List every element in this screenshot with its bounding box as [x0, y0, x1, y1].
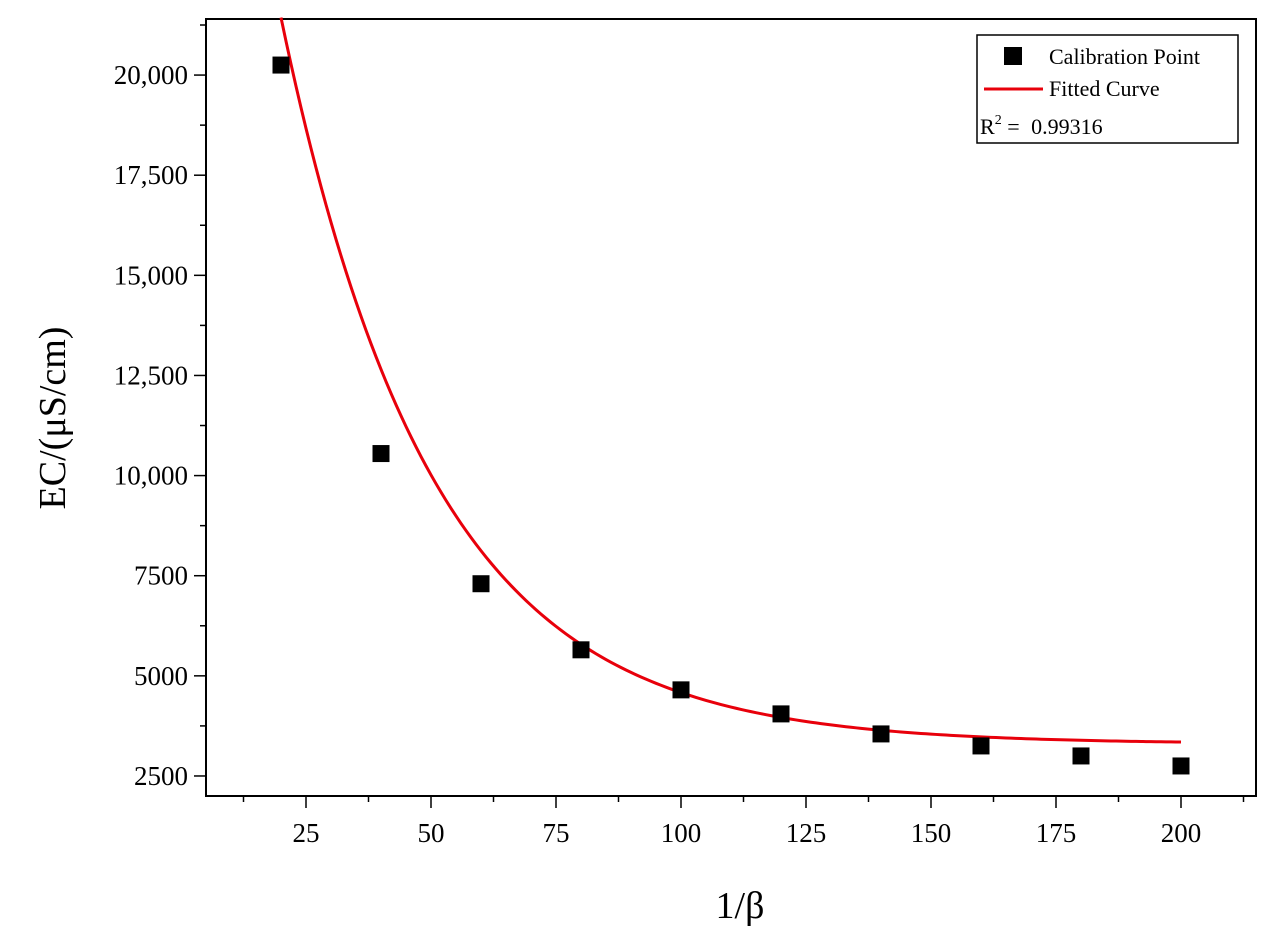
r-squared-value: 0.99316: [1031, 114, 1103, 139]
x-axis-ticks: 25 50 75 100 125 150 175 200: [242, 796, 1245, 848]
y-axis-ticks: 2500 5000 7500 10,000 12,500 15,000 17,500 20,0…: [114, 24, 206, 791]
x-tick-label: 25: [293, 818, 320, 848]
x-tick-label: 175: [1036, 818, 1077, 848]
x-tick-label: 50: [418, 818, 445, 848]
legend-marker-square: [1004, 47, 1022, 65]
y-axis-title: EC/(μS/cm): [32, 327, 74, 510]
y-tick-label: 7500: [134, 561, 188, 591]
x-tick-label: 150: [911, 818, 952, 848]
x-tick-label: 200: [1161, 818, 1202, 848]
plot-frame: [205, 18, 1257, 797]
calibration-point: [472, 575, 490, 593]
y-tick-label: 10,000: [114, 461, 188, 491]
y-tick-label: 12,500: [114, 360, 188, 390]
y-tick-label: 20,000: [114, 60, 188, 90]
calibration-point: [272, 56, 290, 74]
legend: Calibration Point Fitted Curve R2 = 0.99…: [976, 34, 1239, 144]
calibration-point: [872, 725, 890, 743]
r-squared-exponent: 2: [995, 113, 1002, 128]
calibration-points: [272, 56, 1190, 775]
r-squared-annotation: R2 = 0.99316: [980, 113, 1103, 139]
calibration-point: [1172, 757, 1190, 775]
y-tick-label: 2500: [134, 761, 188, 791]
x-axis-title: 1/β: [716, 885, 765, 927]
r-squared-equals: =: [1002, 114, 1025, 139]
fitted-curve-line: [279, 17, 1182, 744]
calibration-point: [1072, 747, 1090, 765]
x-tick-label: 125: [786, 818, 827, 848]
x-tick-label: 100: [661, 818, 702, 848]
calibration-point: [972, 737, 990, 755]
calibration-point: [672, 681, 690, 699]
calibration-point: [372, 445, 390, 463]
legend-label-fitted: Fitted Curve: [1049, 76, 1160, 101]
calibration-point: [572, 641, 590, 659]
x-tick-label: 75: [543, 818, 570, 848]
calibration-point: [772, 705, 790, 723]
y-tick-label: 15,000: [114, 260, 188, 290]
legend-label-calibration: Calibration Point: [1049, 44, 1200, 69]
r-squared-letter: R: [980, 114, 995, 139]
y-tick-label: 17,500: [114, 160, 188, 190]
y-tick-label: 5000: [134, 661, 188, 691]
